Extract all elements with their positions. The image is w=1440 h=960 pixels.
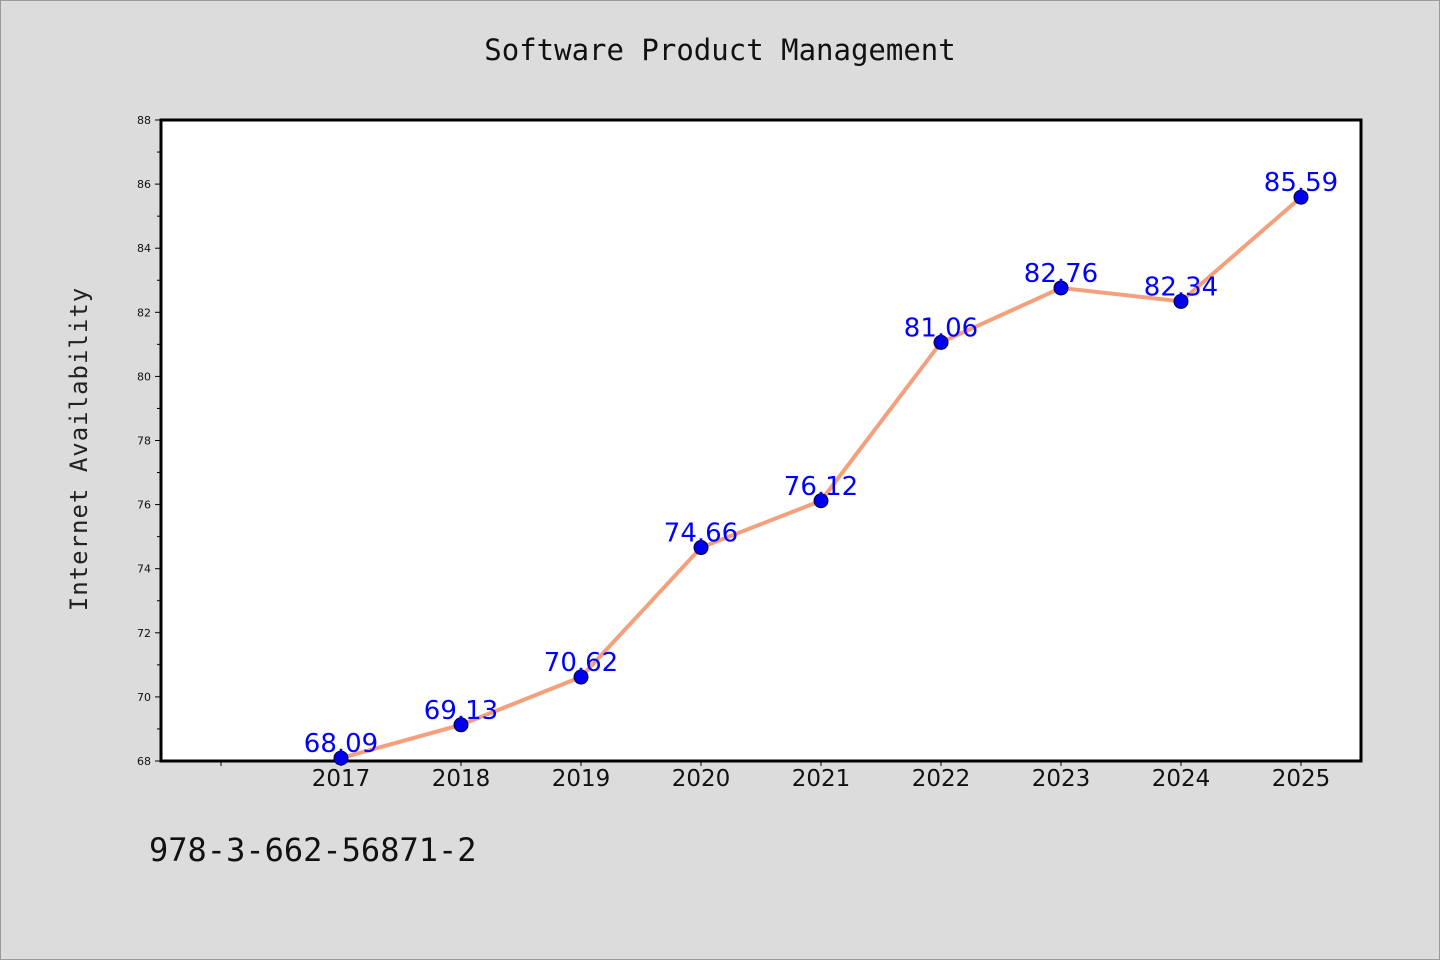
x-tick-label: 2024	[1152, 766, 1211, 792]
x-tick-label: 2021	[792, 766, 851, 792]
y-axis-label: Internet Availability	[65, 287, 93, 611]
data-point	[813, 493, 829, 509]
plot-area	[159, 118, 1363, 763]
isbn-footnote: 978-3-662-56871-2	[149, 831, 477, 869]
data-point	[693, 540, 709, 556]
x-tick-label: 2025	[1272, 766, 1331, 792]
data-point	[453, 717, 469, 733]
series-layer	[333, 189, 1309, 766]
y-tick-label: 86	[137, 178, 151, 191]
x-tick-label: 2023	[1032, 766, 1091, 792]
data-labels-layer: 68.09 69.13 70.62 74.66 76.12 81.06 82.76 82.34…	[304, 168, 1338, 759]
chart-title: Software Product Management	[484, 33, 956, 67]
data-label: 81.06	[904, 313, 978, 343]
y-tick-label: 78	[137, 435, 151, 448]
data-point	[1293, 189, 1309, 205]
x-tick-label: 2018	[432, 766, 491, 792]
x-tick-label: 2017	[312, 766, 371, 792]
y-tick-label: 82	[137, 306, 151, 319]
y-tick-label: 72	[137, 627, 151, 640]
x-tick-label: 2020	[672, 766, 731, 792]
data-label: 82.34	[1144, 272, 1218, 302]
y-tick-label: 80	[137, 370, 151, 383]
data-label: 85.59	[1264, 168, 1338, 198]
y-tick-label: 68	[137, 755, 151, 768]
x-tick-label: 2019	[552, 766, 611, 792]
data-label: 76.12	[784, 472, 858, 502]
y-tick-label: 88	[137, 114, 151, 127]
data-label: 82.76	[1024, 259, 1098, 289]
data-point	[333, 750, 349, 766]
data-label: 74.66	[664, 519, 738, 549]
data-point	[933, 334, 949, 350]
y-tick-label: 84	[137, 242, 151, 255]
data-label: 70.62	[544, 648, 618, 678]
data-label: 68.09	[304, 729, 378, 759]
data-point	[1053, 280, 1069, 296]
data-point	[1173, 293, 1189, 309]
y-tick-label: 74	[137, 563, 151, 576]
data-point	[573, 669, 589, 685]
x-tick-label: 2022	[912, 766, 971, 792]
x-axis: 2017 2018 2019 2020 2021 2022 2023 2024 2025	[220, 761, 1331, 792]
y-axis: 68 70 72 74 76 78 80 82 84 86 88	[137, 114, 161, 768]
data-label: 69.13	[424, 696, 498, 726]
y-tick-label: 70	[137, 691, 151, 704]
y-tick-label: 76	[137, 499, 151, 512]
